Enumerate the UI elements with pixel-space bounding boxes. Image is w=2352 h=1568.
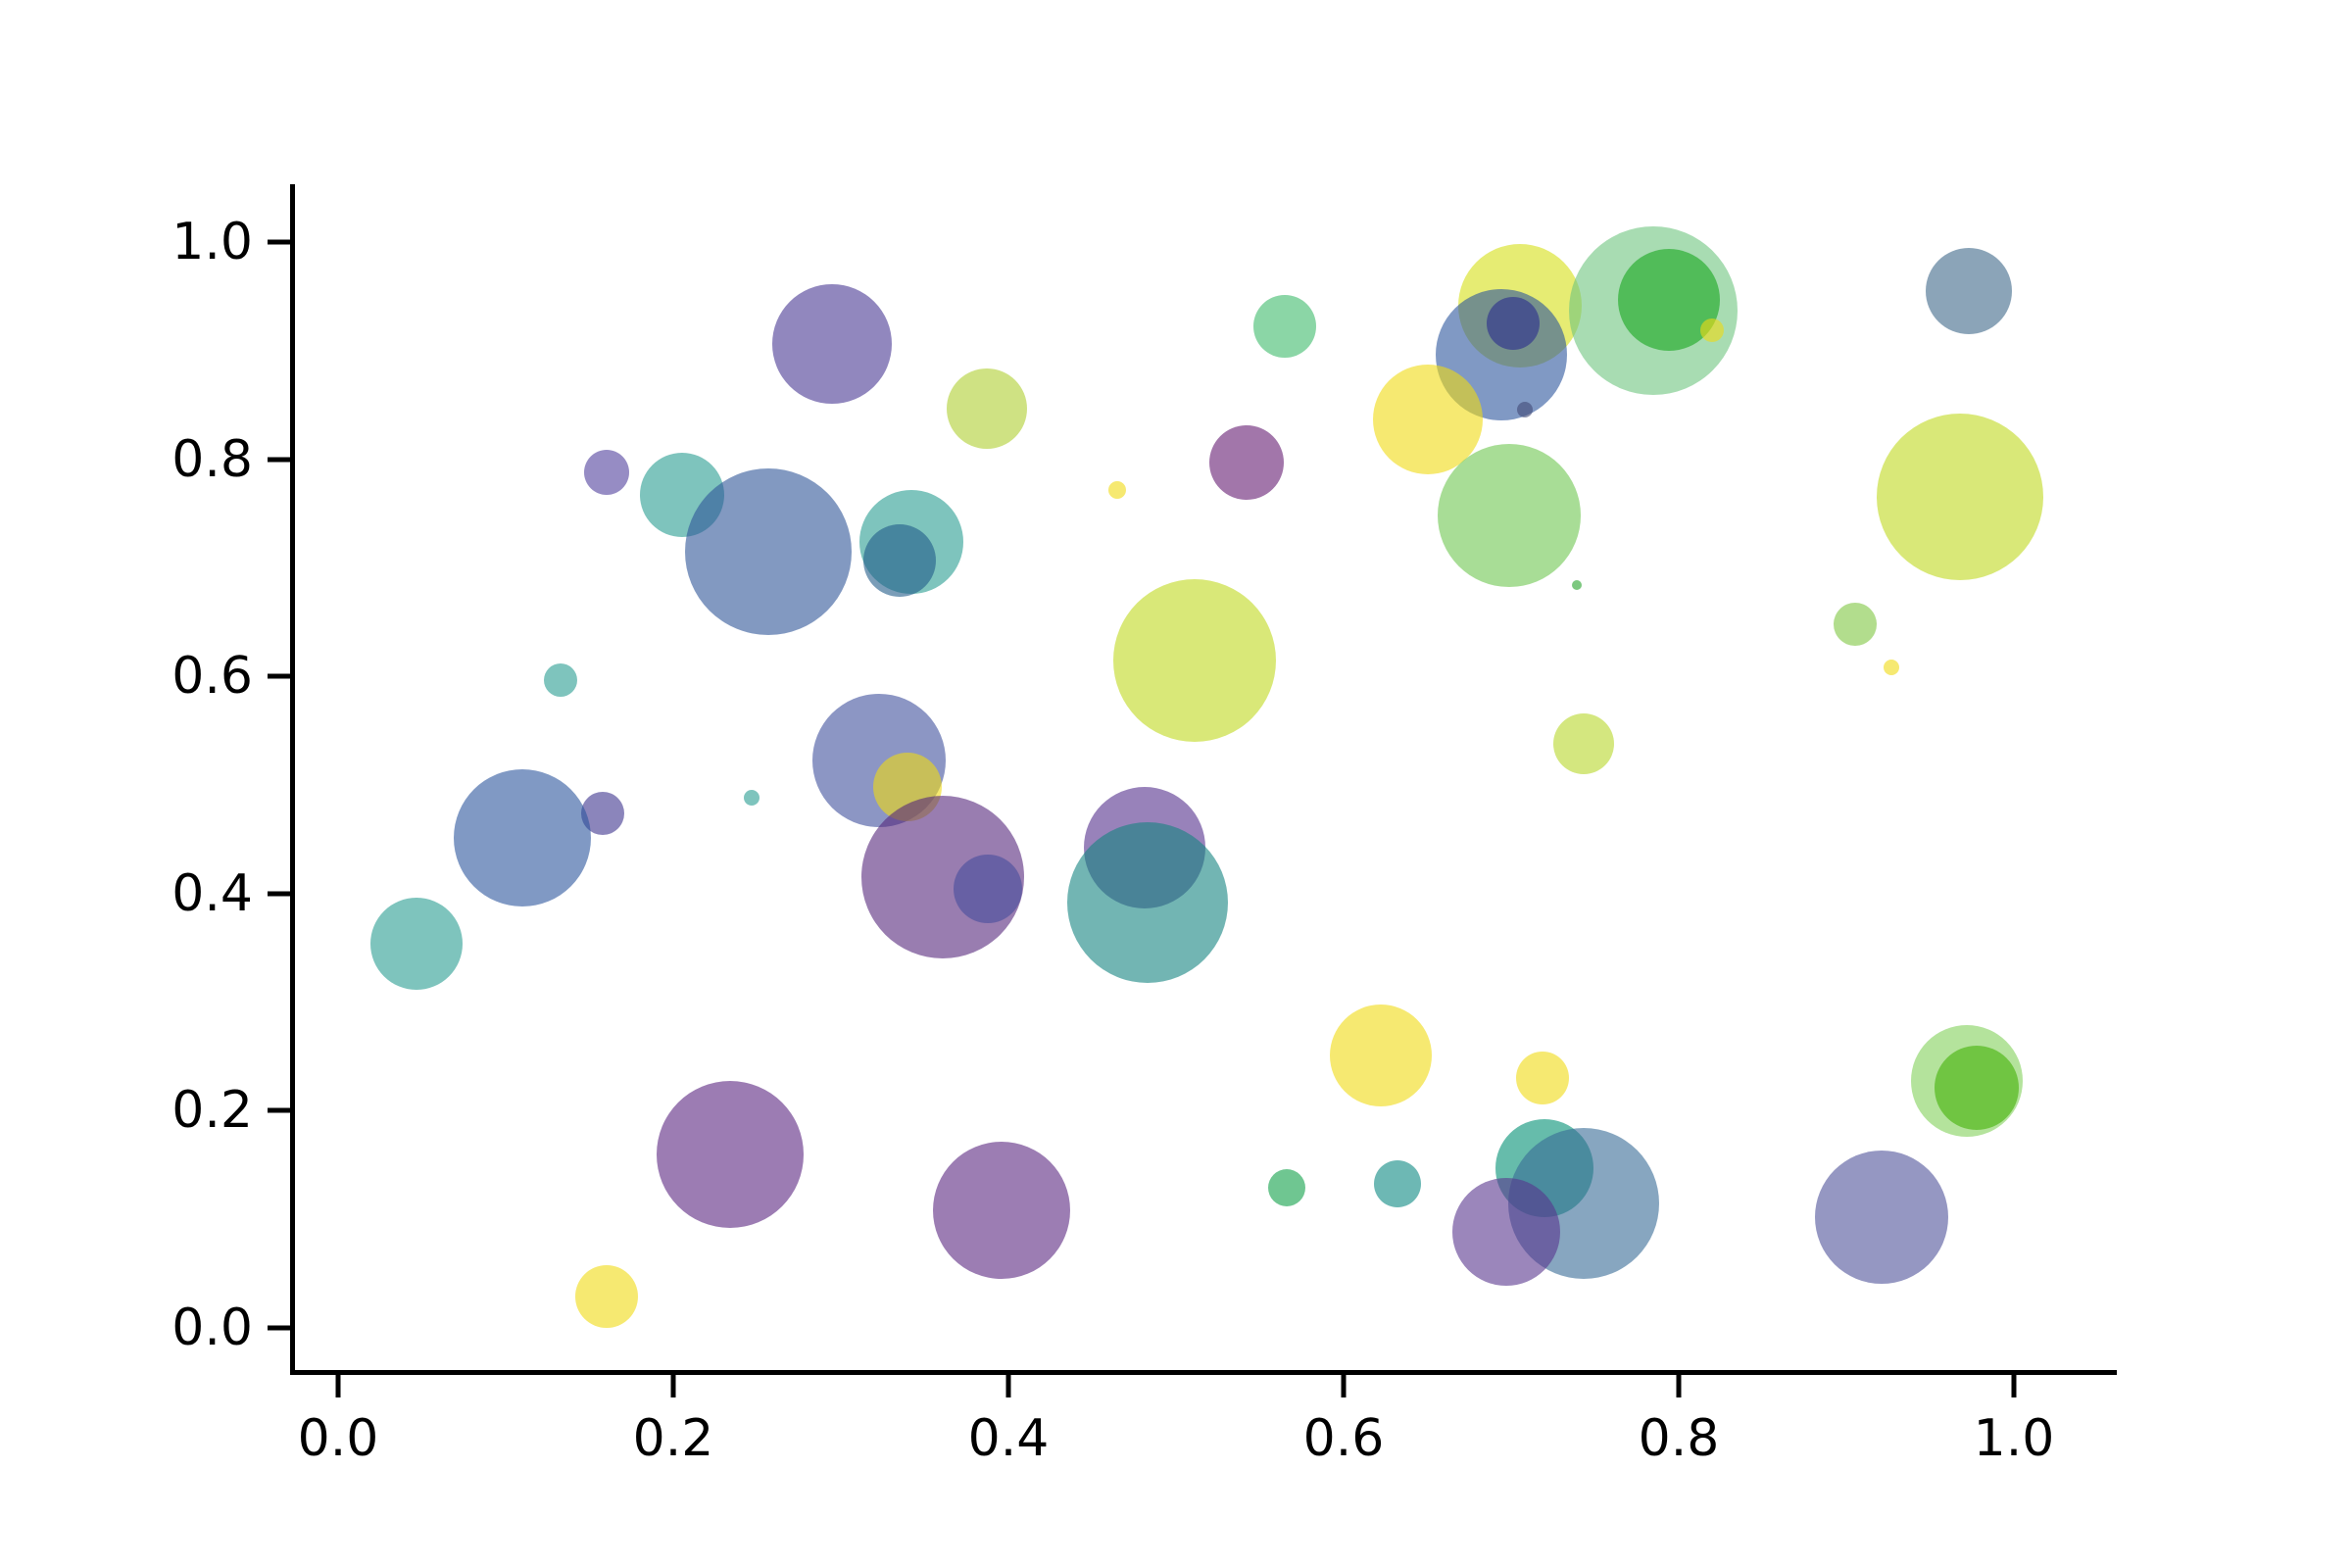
y-tick-mark (268, 457, 290, 463)
scatter-point (544, 662, 578, 697)
scatter-point (1329, 1004, 1432, 1106)
scatter-point (1438, 444, 1582, 588)
x-tick-label: 0.4 (967, 1409, 1050, 1468)
scatter-point (1814, 1150, 1948, 1284)
y-tick-label: 0.4 (172, 863, 253, 923)
scatter-point (1373, 1159, 1421, 1207)
scatter-point (1208, 424, 1284, 500)
x-tick-label: 0.6 (1302, 1409, 1385, 1468)
y-tick-mark (268, 673, 290, 679)
scatter-point (574, 1264, 638, 1328)
scatter-point (1108, 480, 1127, 499)
y-tick-label: 0.2 (172, 1081, 253, 1141)
scatter-point (583, 449, 629, 495)
scatter-point (1516, 1052, 1570, 1105)
y-tick-mark (268, 1325, 290, 1331)
scatter-point (1112, 578, 1276, 742)
scatter-point (1253, 295, 1317, 359)
x-tick-mark (670, 1375, 676, 1397)
scatter-point (685, 467, 853, 635)
x-tick-label: 0.2 (632, 1409, 714, 1468)
scatter-point (1935, 1046, 2020, 1131)
x-tick-label: 0.8 (1638, 1409, 1720, 1468)
scatter-point (862, 523, 936, 597)
y-axis-spine (290, 184, 295, 1372)
y-tick-label: 1.0 (172, 213, 253, 271)
x-tick-mark (1341, 1375, 1347, 1397)
scatter-point (370, 897, 464, 990)
scatter-point (946, 368, 1027, 449)
y-tick-label: 0.0 (172, 1298, 253, 1357)
scatter-point (1833, 603, 1877, 647)
scatter-point (933, 1142, 1071, 1280)
scatter-point (1372, 364, 1483, 474)
scatter-point (954, 855, 1023, 924)
scatter-point (1571, 580, 1582, 591)
x-tick-mark (1676, 1375, 1682, 1397)
x-axis-spine (290, 1370, 2117, 1375)
y-tick-label: 0.6 (172, 647, 253, 707)
x-tick-label: 0.0 (297, 1409, 379, 1468)
scatter-point (1516, 401, 1533, 417)
scatter-point (1884, 660, 1900, 676)
scatter-point (1066, 821, 1228, 983)
scatter-point (772, 284, 893, 405)
scatter-point (1486, 297, 1540, 351)
x-tick-label: 1.0 (1973, 1409, 2055, 1468)
scatter-point (1700, 318, 1725, 342)
y-tick-mark (268, 239, 290, 245)
scatter-point (1877, 414, 2044, 581)
scatter-point (454, 769, 592, 907)
x-tick-mark (335, 1375, 341, 1397)
x-tick-mark (2011, 1375, 2017, 1397)
scatter-point (1552, 712, 1614, 774)
scatter-point (1267, 1169, 1305, 1207)
y-tick-mark (268, 891, 290, 897)
scatter-point (1925, 247, 2012, 334)
x-tick-mark (1005, 1375, 1011, 1397)
scatter-point (657, 1080, 805, 1228)
scatter-point (1451, 1178, 1560, 1287)
y-tick-label: 0.8 (172, 429, 253, 489)
scatter-point (744, 790, 760, 807)
y-tick-mark (268, 1107, 290, 1113)
